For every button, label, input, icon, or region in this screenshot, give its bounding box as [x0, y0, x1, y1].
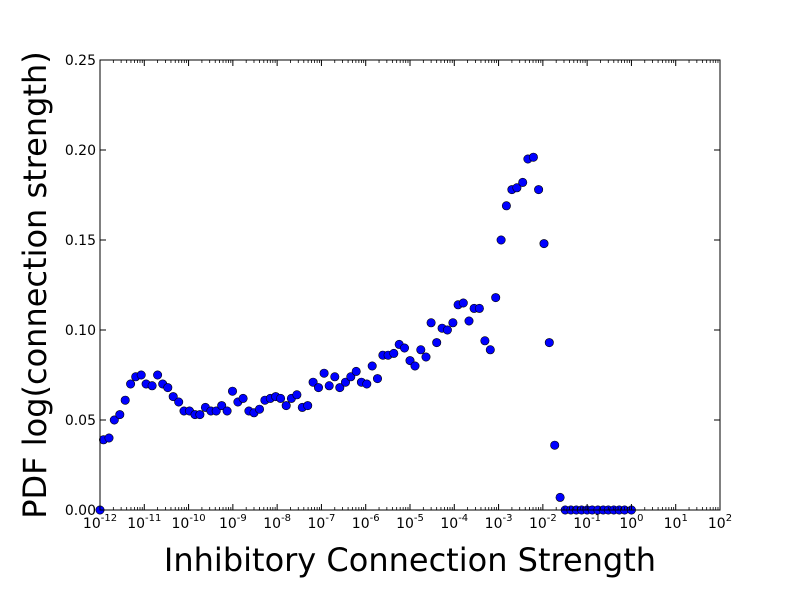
y-axis-label: PDF log(connection strength): [16, 51, 54, 519]
data-point: [319, 368, 329, 378]
data-point: [147, 381, 157, 391]
data-point: [539, 239, 549, 249]
axis-ticks: 10-12 10-11 10-10 10-9 10-8 10-7 10-6 10-5 10-4 1…: [65, 53, 732, 532]
x-tick-label: 10-7: [308, 513, 336, 532]
data-point: [442, 325, 452, 335]
data-point: [496, 235, 506, 245]
x-tick-label: 101: [664, 513, 688, 532]
data-point: [303, 401, 313, 411]
data-point: [228, 386, 238, 396]
data-point: [335, 383, 345, 393]
x-tick-label: 10-5: [396, 513, 424, 532]
x-tick-label: 10-10: [171, 513, 205, 532]
data-point: [109, 415, 119, 425]
x-tick-label: 10-8: [263, 513, 291, 532]
data-point: [276, 393, 286, 403]
data-point: [399, 343, 409, 353]
data-point: [474, 303, 484, 313]
data-point: [126, 379, 136, 389]
x-tick-label: 100: [619, 513, 643, 532]
data-point: [528, 152, 538, 162]
data-point: [168, 392, 178, 402]
data-point: [340, 377, 350, 387]
data-point: [362, 379, 372, 389]
data-point: [195, 410, 205, 420]
x-tick-label: 10-1: [573, 513, 601, 532]
data-point: [491, 293, 501, 303]
data-point: [367, 361, 377, 371]
data-point: [292, 390, 302, 400]
x-tick-label: 10-9: [219, 513, 247, 532]
data-point: [544, 338, 554, 348]
data-point: [163, 383, 173, 393]
data-point: [458, 298, 468, 308]
data-point: [410, 361, 420, 371]
data-point: [464, 316, 474, 326]
data-point: [351, 366, 361, 376]
data-point: [501, 201, 511, 211]
y-tick-label: 0.10: [65, 323, 96, 339]
data-point: [330, 372, 340, 382]
data-point: [389, 348, 399, 358]
data-point: [421, 352, 431, 362]
data-point: [426, 318, 436, 328]
data-point: [153, 370, 163, 380]
data-point: [346, 372, 356, 382]
data-point: [448, 318, 458, 328]
data-point: [416, 345, 426, 355]
data-point: [432, 338, 442, 348]
x-tick-label: 10-3: [485, 513, 513, 532]
data-point: [518, 177, 528, 187]
data-point: [120, 395, 130, 405]
data-point: [115, 410, 125, 420]
x-tick-label: 102: [708, 513, 732, 532]
x-tick-label: 10-11: [127, 513, 161, 532]
data-point: [174, 397, 184, 407]
data-point: [555, 492, 565, 502]
data-point: [324, 381, 334, 391]
x-axis-label: Inhibitory Connection Strength: [164, 541, 656, 579]
data-point: [480, 336, 490, 346]
data-point: [550, 440, 560, 450]
data-point: [281, 401, 291, 411]
x-tick-label: 10-12: [83, 513, 117, 532]
y-tick-label: 0.00: [65, 503, 96, 519]
data-point: [217, 401, 227, 411]
y-tick-label: 0.05: [65, 413, 96, 429]
data-point: [104, 433, 114, 443]
data-point: [308, 377, 318, 387]
data-point: [222, 406, 232, 416]
x-tick-label: 10-4: [440, 513, 468, 532]
x-tick-label: 10-6: [352, 513, 380, 532]
data-point: [136, 370, 146, 380]
data-point: [512, 183, 522, 193]
x-tick-label: 10-2: [529, 513, 557, 532]
y-tick-label: 0.25: [65, 53, 96, 69]
data-point: [238, 393, 248, 403]
data-point: [485, 345, 495, 355]
data-point: [372, 374, 382, 384]
data-point: [211, 406, 221, 416]
data-points: [95, 152, 636, 515]
data-point: [313, 383, 323, 393]
y-tick-label: 0.20: [65, 143, 96, 159]
data-point: [534, 185, 544, 195]
data-point: [255, 404, 265, 414]
y-tick-label: 0.15: [65, 233, 96, 249]
